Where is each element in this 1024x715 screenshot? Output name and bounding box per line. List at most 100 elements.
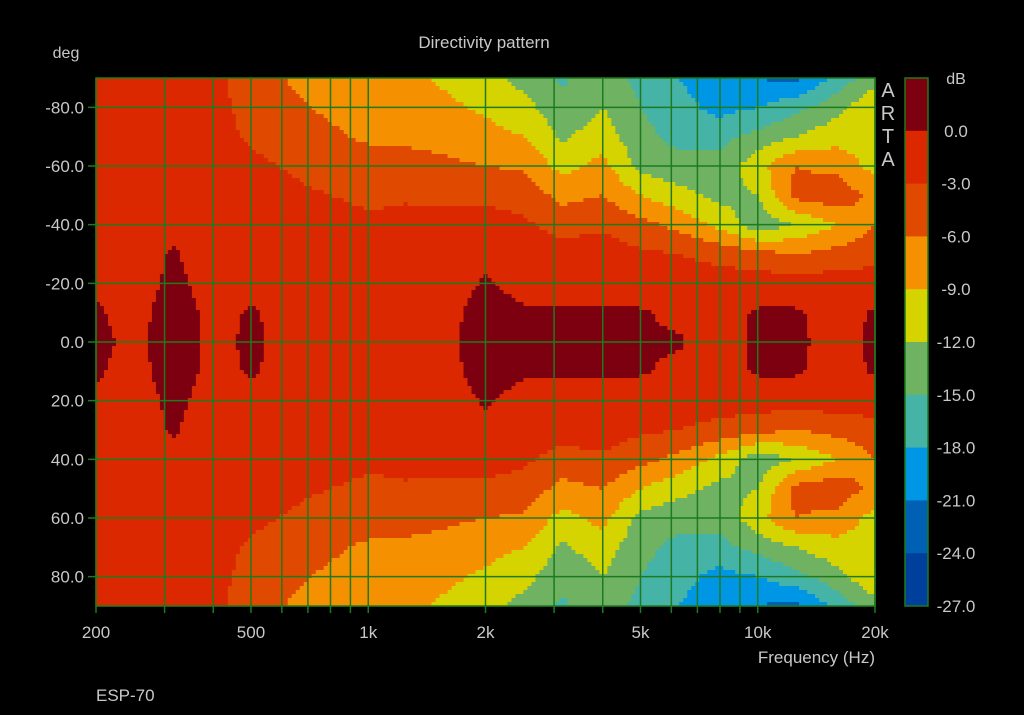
heatmap-cell [96, 194, 333, 199]
heatmap-cell [871, 226, 876, 231]
heatmap-cell [367, 142, 533, 147]
heatmap-cell [559, 478, 568, 483]
heatmap-cell [779, 198, 800, 203]
heatmap-cell [667, 454, 716, 459]
heatmap-cell [511, 210, 628, 215]
heatmap-cell [187, 406, 485, 411]
heatmap-cell [503, 126, 553, 131]
heatmap-cell [807, 550, 876, 555]
heatmap-cell [199, 354, 241, 359]
heatmap-cell [159, 274, 189, 279]
heatmap-cell [96, 290, 157, 295]
heatmap-cell [827, 78, 856, 83]
heatmap-cell [103, 370, 153, 375]
heatmap-cell [107, 318, 153, 323]
heatmap-cell [96, 350, 113, 355]
heatmap-cell [607, 114, 648, 119]
heatmap-cell [531, 98, 640, 103]
heatmap-cell [851, 578, 876, 583]
heatmap-cell [191, 390, 473, 395]
heatmap-cell [463, 318, 656, 323]
colorbar-band [905, 500, 928, 554]
heatmap-cell [687, 494, 748, 499]
heatmap-cell [539, 494, 632, 499]
heatmap-cell [299, 502, 533, 507]
heatmap-cell [511, 130, 557, 135]
heatmap-cell [691, 94, 800, 99]
heatmap-cell [619, 474, 676, 479]
heatmap-cell [795, 530, 848, 535]
heatmap-cell [831, 94, 864, 99]
heatmap-cell [639, 102, 700, 107]
heatmap-cell [639, 98, 696, 103]
heatmap-cell [255, 530, 433, 535]
heatmap-cell [759, 482, 780, 487]
heatmap-cell [719, 202, 764, 207]
heatmap-cell [523, 546, 557, 551]
heatmap-cell [823, 218, 876, 223]
heatmap-cell [831, 118, 876, 123]
heatmap-cell [635, 490, 696, 495]
heatmap-cell [683, 598, 820, 603]
heatmap-cell [96, 210, 513, 215]
heatmap-cell [503, 554, 553, 559]
heatmap-cell [827, 582, 860, 587]
heatmap-cell [475, 286, 501, 291]
heatmap-cell [96, 158, 269, 163]
heatmap-cell [96, 378, 101, 383]
heatmap-cell [795, 166, 800, 171]
heatmap-cell [631, 494, 688, 499]
heatmap-cell [863, 514, 876, 519]
heatmap-cell [747, 186, 772, 191]
heatmap-cell [147, 322, 201, 327]
heatmap-cell [719, 438, 848, 443]
heatmap-cell [603, 526, 628, 531]
heatmap-cell [859, 518, 876, 523]
heatmap-cell [863, 586, 876, 591]
heatmap-cell [795, 306, 876, 311]
heatmap-cell [863, 446, 876, 451]
heatmap-cell [435, 82, 513, 87]
heatmap-cell [615, 126, 656, 131]
heatmap-cell [615, 130, 656, 135]
heatmap-cell [551, 126, 584, 131]
heatmap-cell [547, 562, 592, 567]
heatmap-cell [651, 506, 740, 511]
heatmap-cell [703, 194, 760, 199]
heatmap-cell [795, 210, 876, 215]
heatmap-cell [795, 170, 812, 175]
heatmap-cell [571, 546, 620, 551]
heatmap-cell [611, 166, 636, 171]
heatmap-cell [347, 134, 525, 139]
heatmap-cell [115, 338, 149, 343]
heatmap-cell [555, 198, 584, 203]
heatmap-cell [96, 310, 105, 315]
heatmap-cell [323, 566, 485, 571]
heatmap-cell [96, 314, 109, 319]
heatmap-cell [96, 430, 169, 435]
heatmap-cell [771, 558, 828, 563]
heatmap-cell [527, 462, 648, 467]
heatmap-cell [96, 510, 289, 515]
heatmap-cell [863, 358, 876, 363]
heatmap-cell [267, 158, 461, 163]
x-tick-label: 5k [632, 623, 650, 642]
heatmap-cell [683, 342, 748, 347]
heatmap-cell [255, 374, 465, 379]
heatmap-cell [96, 78, 229, 83]
heatmap-cell [843, 86, 876, 91]
heatmap-cell [811, 250, 876, 255]
heatmap-cell [567, 602, 628, 607]
heatmap-cell [631, 162, 740, 167]
heatmap-cell [683, 210, 736, 215]
heatmap-cell [96, 298, 157, 303]
heatmap-cell [603, 194, 644, 199]
x-tick-label: 2k [477, 623, 495, 642]
heatmap-cell [763, 478, 784, 483]
heatmap-cell [627, 534, 676, 539]
heatmap-cell [723, 146, 764, 151]
heatmap-cell [703, 238, 756, 243]
heatmap-cell [96, 142, 249, 147]
heatmap-cell [235, 334, 265, 339]
heatmap-cell [815, 554, 876, 559]
